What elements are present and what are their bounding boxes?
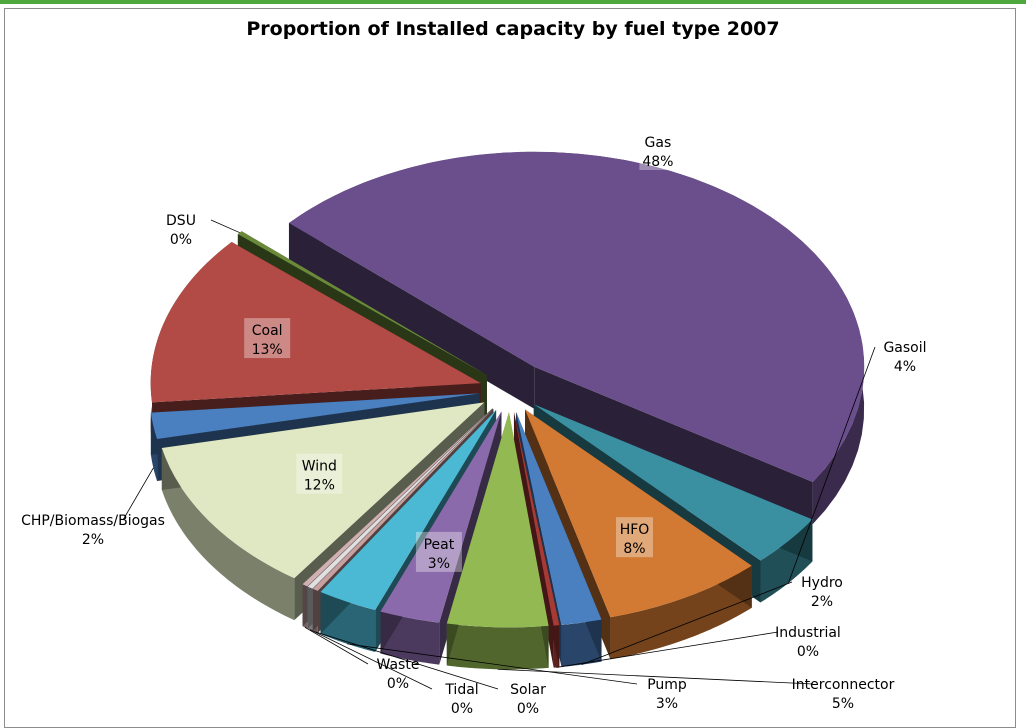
top-rule xyxy=(0,0,1026,4)
slice-side-interconnector xyxy=(446,623,549,670)
label-bg-coal xyxy=(244,318,291,359)
slice-hydro xyxy=(516,411,602,625)
slice-name-industrial: Industrial xyxy=(775,625,841,641)
slice-value-waste: 0% xyxy=(387,676,409,692)
slice-value-hfo: 8% xyxy=(623,541,645,557)
slice-value-peat: 3% xyxy=(428,556,450,572)
slice-name-dsu: DSU xyxy=(166,213,196,229)
slice-value-dsu: 0% xyxy=(170,232,192,248)
slice-name-chp-biomass-biogas: CHP/Biomass/Biogas xyxy=(21,513,165,529)
slice-name-coal: Coal xyxy=(252,323,283,339)
slice-gas xyxy=(288,151,865,483)
slice-name-peat: Peat xyxy=(424,537,455,553)
slice-value-interconnector: 5% xyxy=(832,696,854,712)
slice-hfo xyxy=(525,409,752,618)
slice-value-industrial: 0% xyxy=(797,644,819,660)
slice-name-solar: Solar xyxy=(510,682,546,698)
slice-coal xyxy=(150,242,481,403)
slice-value-pump: 3% xyxy=(656,696,678,712)
slice-wall-gas-1 xyxy=(534,366,813,525)
slice-peat xyxy=(380,411,502,623)
leader-line-gasoil xyxy=(788,346,876,584)
leader-line-chp-biomass-biogas xyxy=(122,467,154,521)
slice-wind xyxy=(161,402,485,579)
slice-value-solar: 0% xyxy=(517,701,539,717)
leader-line-solar xyxy=(315,631,499,690)
slice-value-coal: 13% xyxy=(252,342,283,358)
label-bg-peat xyxy=(415,531,462,572)
slice-waste xyxy=(302,408,493,587)
slice-side-hfo xyxy=(610,565,752,660)
slice-name-hydro: Hydro xyxy=(801,575,843,591)
slice-wall-gas-0 xyxy=(288,222,535,409)
slice-interconnector xyxy=(446,412,549,628)
slice-value-tidal: 0% xyxy=(451,701,473,717)
slice-value-chp-biomass-biogas: 2% xyxy=(82,532,104,548)
slice-industrial xyxy=(513,412,560,626)
slice-name-tidal: Tidal xyxy=(444,682,478,698)
slice-name-hfo: HFO xyxy=(620,522,650,538)
slice-value-hydro: 2% xyxy=(811,594,833,610)
slice-name-wind: Wind xyxy=(302,459,337,475)
slice-name-waste: Waste xyxy=(377,657,420,673)
slice-side-wind xyxy=(161,447,295,621)
slice-name-pump: Pump xyxy=(647,677,687,693)
slice-dsu xyxy=(237,231,487,376)
leader-line-pump xyxy=(347,643,638,685)
label-bg-hfo xyxy=(616,517,654,558)
leader-line-hydro xyxy=(581,581,793,666)
slice-value-gasoil: 4% xyxy=(894,359,916,375)
leader-line-industrial xyxy=(556,631,779,668)
leader-line-dsu xyxy=(210,219,240,234)
label-bg-wind xyxy=(296,453,343,494)
label-bg-gas xyxy=(639,130,677,170)
slice-solar xyxy=(312,408,494,591)
chart-title: Proportion of Installed capacity by fuel… xyxy=(246,18,780,40)
leader-line-tidal xyxy=(309,629,433,690)
leader-line-waste xyxy=(304,626,369,665)
slice-name-interconnector: Interconnector xyxy=(792,677,895,693)
slice-pump xyxy=(320,409,497,611)
slice-name-gas: Gas xyxy=(645,135,672,151)
slice-value-gas: 48% xyxy=(642,154,673,170)
slice-value-wind: 12% xyxy=(304,478,335,494)
slice-name-gasoil: Gasoil xyxy=(883,340,926,356)
slice-chp-biomass-biogas xyxy=(150,393,480,440)
slice-gasoil xyxy=(533,404,813,561)
slice-tidal xyxy=(307,408,493,589)
